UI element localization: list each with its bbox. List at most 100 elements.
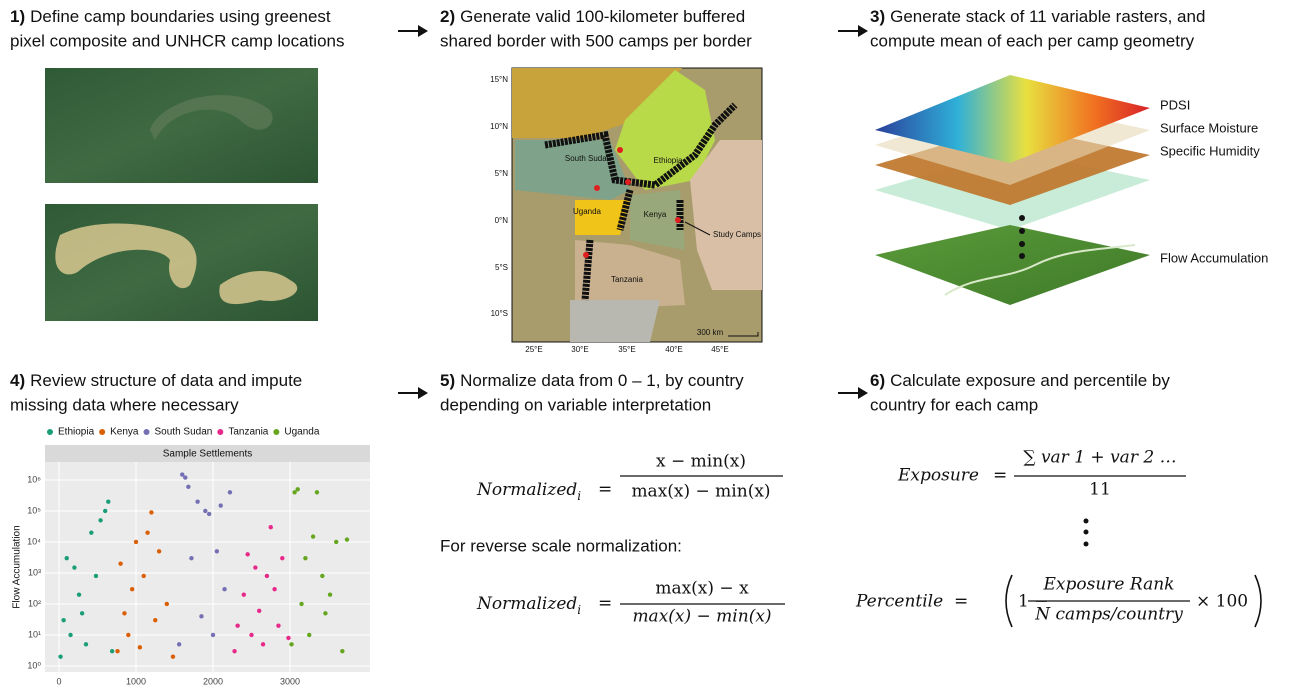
step-number: 1) — [10, 7, 25, 26]
step-number: 5) — [440, 371, 455, 390]
denominator: N camps/country — [1034, 605, 1183, 625]
numerator: ∑ var 1 + var 2 … — [1023, 448, 1176, 468]
x-tick-label: 0 — [57, 676, 62, 686]
point — [289, 642, 293, 646]
step-text: Normalize data from 0 – 1, by country — [460, 371, 744, 390]
map-label: South Sudan — [565, 154, 611, 163]
chart-title: Sample Settlements — [163, 449, 253, 460]
formula-var: Normalized — [476, 594, 577, 614]
point — [228, 490, 232, 494]
lon-label: 40°E — [665, 345, 682, 354]
note: For reverse scale normalization: — [440, 536, 682, 555]
point — [276, 623, 280, 627]
point — [77, 592, 81, 596]
step-line: 4)Review structure of data and impute — [10, 371, 302, 390]
step-line: country for each camp — [870, 395, 1038, 414]
point — [280, 556, 284, 560]
point — [242, 592, 246, 596]
point — [296, 487, 300, 491]
eq: = — [993, 466, 1007, 486]
point — [142, 574, 146, 578]
point — [235, 623, 239, 627]
point — [115, 649, 119, 653]
formula-name: Normalizedi — [476, 480, 581, 503]
legend-marker — [144, 429, 150, 435]
point — [89, 530, 93, 534]
point — [153, 618, 157, 622]
point — [84, 642, 88, 646]
denominator: max(x) − min(x) — [632, 607, 771, 627]
legend-label: Ethiopia — [58, 427, 95, 438]
paren-close: × 100 — [1196, 592, 1248, 612]
step-number: 3) — [870, 7, 885, 26]
numerator: x − min(x) — [656, 452, 746, 472]
point — [253, 565, 257, 569]
point — [315, 490, 319, 494]
point — [134, 540, 138, 544]
formula-var: Normalized — [476, 480, 577, 500]
point — [211, 633, 215, 637]
formula-sub: i — [577, 603, 581, 617]
y-tick-label: 10⁰ — [27, 660, 41, 670]
satellite-images — [45, 68, 318, 321]
map — [512, 68, 762, 342]
point — [189, 556, 193, 560]
legend-marker — [47, 429, 53, 435]
point — [261, 642, 265, 646]
point — [110, 649, 114, 653]
point — [130, 587, 134, 591]
lat-label: 0°N — [495, 216, 509, 225]
point — [199, 614, 203, 618]
point — [345, 537, 349, 541]
step-line: pixel composite and UNHCR camp locations — [10, 31, 344, 50]
map-label: Ethiopia — [654, 156, 683, 165]
point — [195, 499, 199, 503]
step-text: Review structure of data and impute — [30, 371, 302, 390]
point — [265, 574, 269, 578]
point — [122, 611, 126, 615]
y-tick-label: 10⁴ — [27, 536, 41, 546]
step-number: 6) — [870, 371, 885, 390]
legend-label: Tanzania — [228, 427, 268, 438]
lon-label: 30°E — [571, 345, 588, 354]
point — [138, 645, 142, 649]
point — [98, 518, 102, 522]
y-tick-label: 10³ — [28, 567, 41, 577]
step-line: 1)Define camp boundaries using greenest — [10, 7, 331, 26]
point — [328, 592, 332, 596]
point — [222, 587, 226, 591]
point — [72, 565, 76, 569]
point — [80, 611, 84, 615]
step-line: 6) Calculate exposure and percentile by — [870, 371, 1170, 390]
step-text: Generate stack of 11 variable rasters, a… — [890, 7, 1205, 26]
point — [65, 556, 69, 560]
point — [245, 552, 249, 556]
step-line: missing data where necessary — [10, 395, 239, 414]
scale-label: 300 km — [697, 328, 724, 337]
map-label: Tanzania — [611, 275, 644, 284]
raster-stack — [875, 75, 1150, 305]
point — [203, 509, 207, 513]
step-text: Calculate exposure and percentile by — [890, 371, 1170, 390]
point — [165, 602, 169, 606]
point — [257, 609, 261, 613]
point — [311, 534, 315, 538]
step-line: shared border with 500 camps per border — [440, 31, 752, 50]
ellipsis — [1084, 519, 1089, 547]
lat-label: 15°N — [490, 75, 508, 84]
point — [320, 574, 324, 578]
point — [334, 540, 338, 544]
legend-label: Kenya — [110, 427, 139, 438]
point — [340, 649, 344, 653]
y-axis-label: Flow Accumulation — [12, 525, 23, 608]
point — [272, 587, 276, 591]
point — [307, 633, 311, 637]
eq: = — [598, 594, 612, 614]
point — [215, 549, 219, 553]
numerator: max(x) − x — [655, 579, 749, 599]
plot-area — [45, 462, 370, 672]
map-label: Study Camps — [713, 230, 761, 239]
formula-sub: i — [577, 489, 581, 503]
step-line: depending on variable interpretation — [440, 395, 711, 414]
point — [183, 475, 187, 479]
